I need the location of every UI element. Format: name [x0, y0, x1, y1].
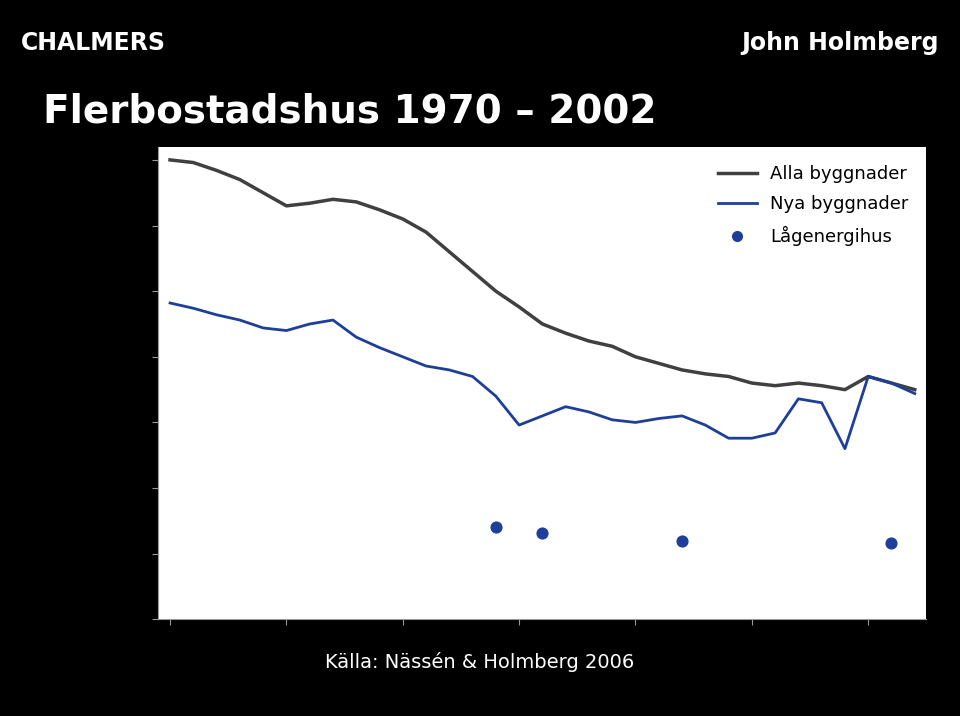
Legend: Alla byggnader, Nya byggnader, Lågenergihus: Alla byggnader, Nya byggnader, Lågenergi…: [708, 156, 918, 255]
Text: CHALMERS: CHALMERS: [21, 31, 166, 55]
Point: [489, 522, 504, 533]
Point: [674, 535, 689, 546]
Point: [535, 527, 550, 538]
Point: [884, 538, 900, 549]
Text: Flerbostadshus 1970 – 2002: Flerbostadshus 1970 – 2002: [43, 93, 657, 131]
Text: Levererad energi per uppvärmd yta
(kWh/m²/yr): Levererad energi per uppvärmd yta (kWh/m…: [39, 235, 78, 531]
Text: Källa: Nässén & Holmberg 2006: Källa: Nässén & Holmberg 2006: [325, 652, 635, 672]
Text: John Holmberg: John Holmberg: [741, 31, 939, 55]
